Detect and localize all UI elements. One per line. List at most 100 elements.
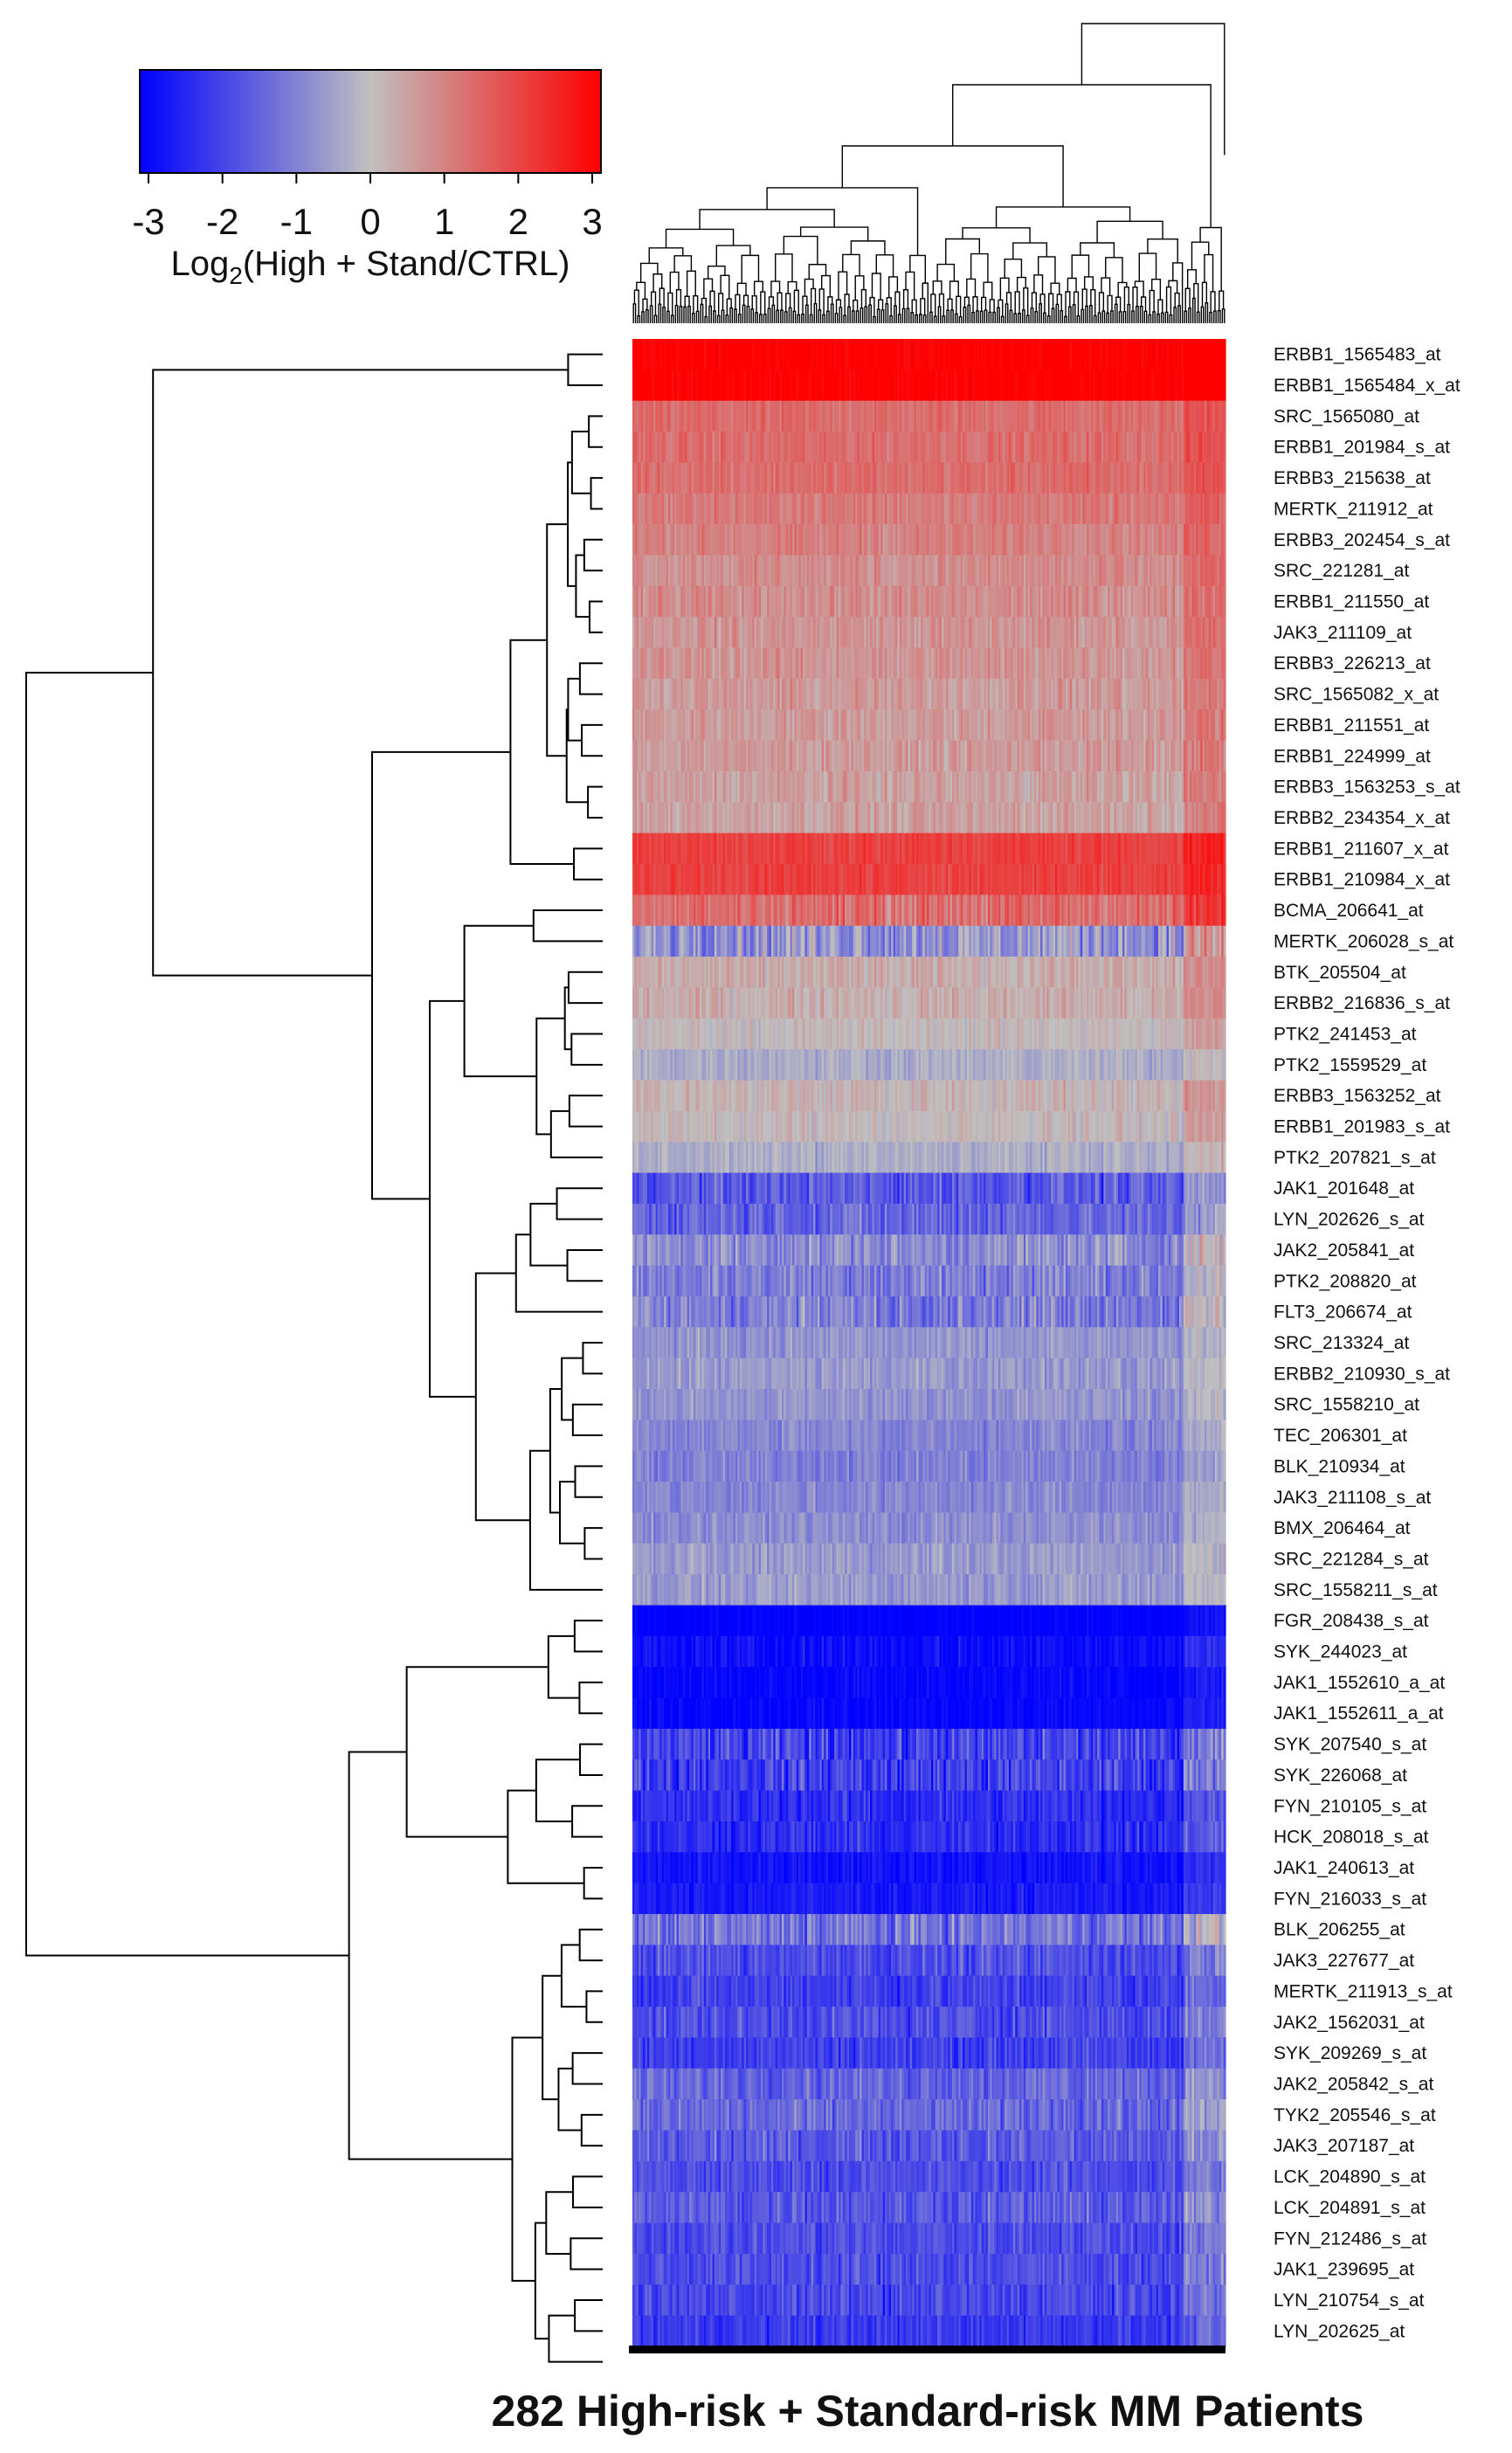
heatmap-cell [958,493,962,525]
heatmap-cell [1175,339,1178,370]
heatmap-cell [832,462,835,494]
heatmap-cell [1111,339,1115,370]
heatmap-cell [985,647,989,680]
heatmap-cell [855,462,859,494]
heatmap-cell [920,524,923,556]
heatmap-cell [849,647,853,680]
heatmap-cell [657,585,660,618]
heatmap-cell [811,740,814,772]
heatmap-cell [735,339,738,370]
heatmap-cell [788,617,791,649]
heatmap-cell [1139,647,1143,680]
heatmap-cell [927,678,930,710]
heatmap-cell [860,740,863,772]
heatmap-cell [1061,770,1065,803]
heatmap-cell [1170,678,1174,710]
heatmap-cell [901,678,905,710]
heatmap-cell [912,617,915,649]
heatmap-cell [1162,802,1165,834]
heatmap-cell [924,555,928,587]
heatmap-cell [1009,647,1012,680]
heatmap-cell [777,524,781,556]
heatmap-cell [798,740,802,772]
heatmap-cell [899,678,902,710]
heatmap-cell [1082,555,1086,587]
heatmap-cell [804,678,808,710]
heatmap-cell [1038,647,1041,680]
heatmap-cell [1069,585,1073,618]
column-dendrogram-branch [1118,311,1122,323]
heatmap-cell [803,740,806,772]
heatmap-cell [916,740,920,772]
heatmap-cell [922,802,926,834]
heatmap-cell [1206,678,1210,710]
heatmap-cell [855,555,859,587]
heatmap-cell [1005,555,1008,587]
heatmap-cell [956,709,959,742]
heatmap-cell [981,462,984,494]
heatmap-cell [906,432,909,464]
heatmap-cell [825,833,829,865]
heatmap-cell [1179,740,1183,772]
heatmap-cell [849,555,853,587]
heatmap-cell [645,400,648,432]
heatmap-cell [646,740,650,772]
heatmap-cell [960,555,963,587]
heatmap-cell [674,740,678,772]
heatmap-cell [1006,678,1010,710]
heatmap-cell [866,555,869,587]
heatmap-cell [1124,370,1128,402]
heatmap-cell [721,770,724,803]
heatmap-cell [722,770,726,803]
heatmap-cell [735,400,738,432]
column-dendrogram-branch [1221,308,1225,323]
column-dendrogram-branch [674,304,679,323]
heatmap-cell [1183,740,1186,772]
heatmap-cell [1157,462,1161,494]
heatmap-cell [763,833,766,865]
heatmap-cell [1108,709,1111,742]
heatmap-cell [853,802,856,834]
heatmap-cell [735,585,738,618]
heatmap-cell [973,370,977,402]
heatmap-cell [1066,617,1069,649]
heatmap-cell [857,400,860,432]
heatmap-cell [770,678,774,710]
heatmap-cell [945,339,949,370]
heatmap-cell [1204,555,1207,587]
heatmap-cell [935,370,938,402]
heatmap-cell [1214,617,1218,649]
heatmap-cell [670,833,673,865]
heatmap-cell [1214,770,1218,803]
heatmap-cell [1017,524,1020,556]
heatmap-cell [643,339,646,370]
heatmap-cell [1183,432,1186,464]
heatmap-cell [899,770,902,803]
column-dendrogram-branch [830,303,834,323]
heatmap-cell [903,370,907,402]
heatmap-cell [733,555,736,587]
column-dendrogram-branch [1004,258,1023,279]
heatmap-cell [824,524,827,556]
heatmap-cell [834,585,838,618]
heatmap-cell [1061,617,1065,649]
heatmap-cell [800,647,804,680]
heatmap-cell [770,709,774,742]
heatmap-cell [1151,370,1155,402]
heatmap-cell [815,370,818,402]
heatmap-cell [653,833,657,865]
heatmap-cell [649,709,652,742]
row-dendrogram-branch [580,2113,603,2147]
heatmap-cell [819,678,823,710]
heatmap-cell [811,770,814,803]
column-dendrogram-branch [950,309,954,323]
heatmap-cell [651,617,654,649]
heatmap-cell [845,740,848,772]
heatmap-cell [769,400,772,432]
heatmap-cell [659,802,663,834]
heatmap-cell [784,802,787,834]
heatmap-cell [1030,339,1033,370]
heatmap-cell [773,370,777,402]
heatmap-cell [1118,678,1122,710]
heatmap-cell [1021,462,1025,494]
